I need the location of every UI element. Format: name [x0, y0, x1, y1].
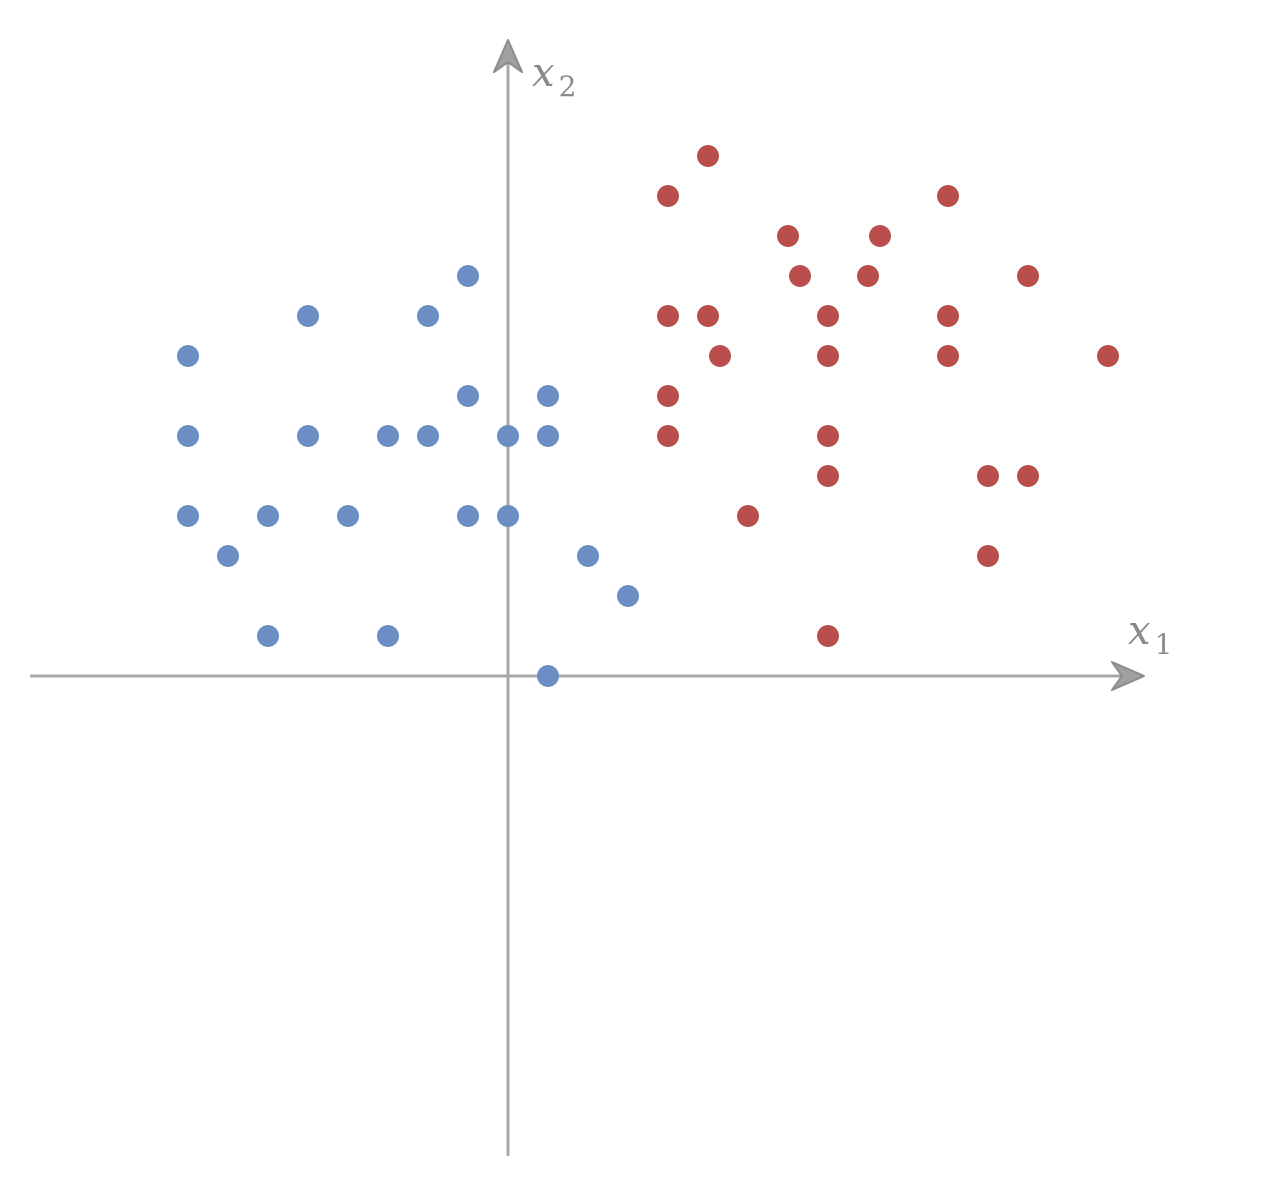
data-point — [377, 425, 399, 447]
data-point — [497, 425, 519, 447]
data-points — [177, 145, 1119, 687]
data-point — [977, 465, 999, 487]
data-point — [1097, 345, 1119, 367]
data-point — [457, 265, 479, 287]
data-point — [697, 305, 719, 327]
data-point — [377, 625, 399, 647]
data-point — [497, 505, 519, 527]
data-point — [177, 505, 199, 527]
data-point — [657, 425, 679, 447]
data-point — [257, 505, 279, 527]
data-point — [817, 625, 839, 647]
data-point — [177, 345, 199, 367]
data-point — [857, 265, 879, 287]
data-point — [697, 145, 719, 167]
data-point — [869, 225, 891, 247]
data-point — [937, 185, 959, 207]
data-point — [617, 585, 639, 607]
data-point — [297, 305, 319, 327]
series-2 — [657, 145, 1119, 647]
data-point — [817, 465, 839, 487]
data-point — [937, 305, 959, 327]
data-point — [1017, 465, 1039, 487]
data-point — [537, 425, 559, 447]
data-point — [457, 505, 479, 527]
data-point — [709, 345, 731, 367]
data-point — [817, 305, 839, 327]
y-axis-arrow-icon — [493, 39, 523, 73]
data-point — [817, 425, 839, 447]
data-point — [657, 385, 679, 407]
data-point — [417, 425, 439, 447]
data-point — [789, 265, 811, 287]
data-point — [457, 385, 479, 407]
x-axis-arrow-icon — [1111, 661, 1145, 691]
data-point — [977, 545, 999, 567]
data-point — [657, 185, 679, 207]
data-point — [537, 385, 559, 407]
data-point — [297, 425, 319, 447]
x-axis-label-subscript: 1 — [1155, 628, 1173, 661]
data-point — [257, 625, 279, 647]
series-1 — [177, 265, 639, 687]
data-point — [417, 305, 439, 327]
data-point — [777, 225, 799, 247]
data-point — [217, 545, 239, 567]
data-point — [817, 345, 839, 367]
data-point — [657, 305, 679, 327]
data-point — [577, 545, 599, 567]
data-point — [537, 665, 559, 687]
data-point — [1017, 265, 1039, 287]
data-point — [177, 425, 199, 447]
data-point — [337, 505, 359, 527]
data-point — [937, 345, 959, 367]
y-axis-label-subscript: 2 — [559, 70, 577, 103]
data-point — [737, 505, 759, 527]
